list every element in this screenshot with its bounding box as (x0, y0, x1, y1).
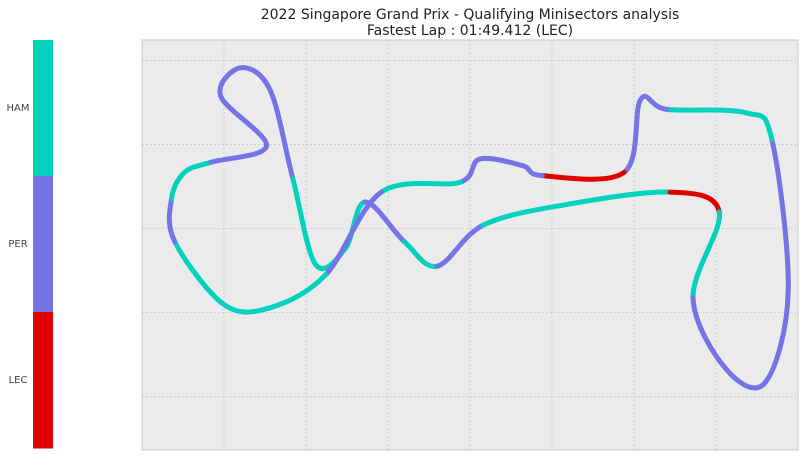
colorbar-label-per: PER (8, 239, 27, 250)
minisector-12-lec (539, 169, 627, 182)
minisector-1-per (217, 65, 296, 182)
colorbar-label-ham: HAM (7, 103, 30, 114)
minisector-18-ham (169, 159, 214, 202)
minisector-7-lec (667, 189, 722, 215)
minisector-6-ham (480, 189, 673, 228)
chart-subtitle: Fastest Lap : 01:49.412 (LEC) (367, 23, 573, 39)
minisector-19-per (208, 143, 270, 165)
chart-title: 2022 Singapore Grand Prix - Qualifying M… (261, 7, 680, 23)
minisector-13-per (457, 155, 545, 185)
minisector-10-ham (664, 106, 775, 142)
colorbar-segment-per (33, 176, 53, 313)
colorbar: HAM PER LEC (7, 40, 53, 449)
minisector-17-per (166, 196, 178, 245)
colorbar-label-lec: LEC (9, 375, 28, 386)
colorbar-segment-lec (33, 312, 53, 449)
minisector-14-ham (378, 179, 463, 195)
minisector-11-per (621, 93, 670, 175)
minisector-9-per (690, 136, 791, 391)
minisector-8-ham (690, 209, 722, 301)
minisector-5-per (434, 222, 486, 269)
minisector-4-ham (401, 239, 440, 269)
minisector-15-per (323, 189, 384, 278)
minisector-16-ham (172, 239, 329, 315)
colorbar-segment-ham (33, 40, 53, 177)
track-line (166, 65, 791, 391)
